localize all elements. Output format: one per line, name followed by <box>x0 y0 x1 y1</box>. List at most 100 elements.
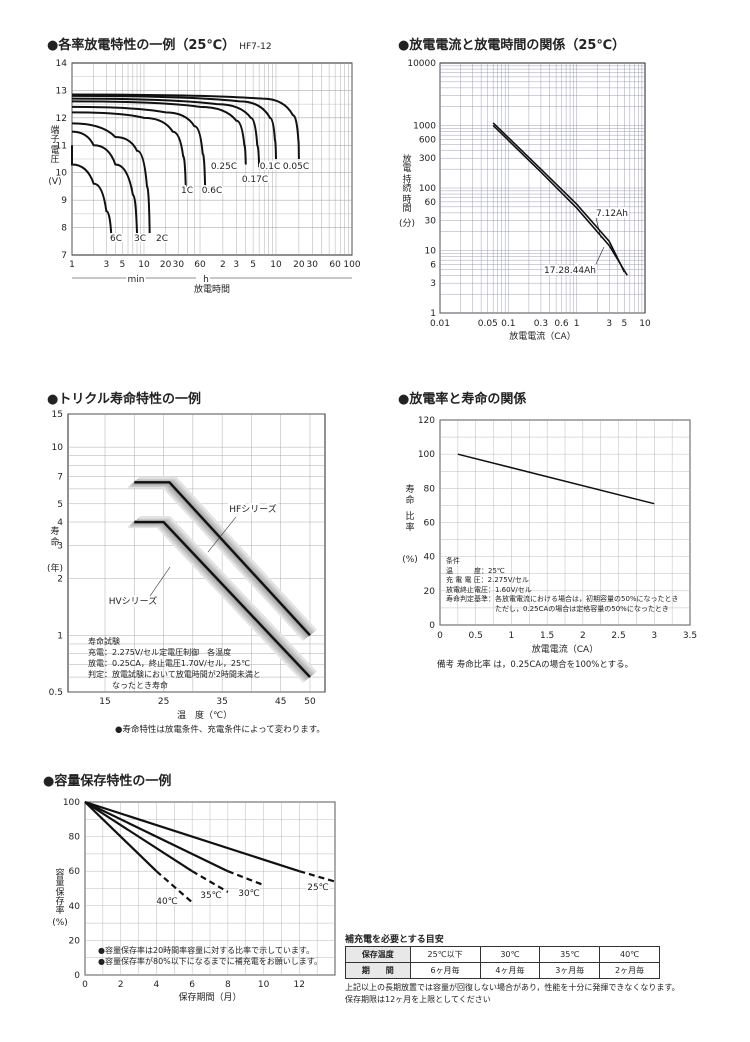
x-tick-label: 2 <box>580 631 586 641</box>
x-tick-label: 3.5 <box>683 631 697 641</box>
x-tick-label: 50 <box>304 697 316 707</box>
discharge-curve-3C <box>71 130 139 234</box>
table-cell: 6ヶ月毎 <box>409 962 481 979</box>
y-axis-title: 放 <box>402 153 411 165</box>
y-tick-label: 80 <box>424 484 436 494</box>
table-cell: 2ヶ月毎 <box>599 962 660 979</box>
x-tick-label: 0.01 <box>430 319 450 329</box>
life-band-line <box>128 525 305 683</box>
x-tick-label: 15 <box>99 697 110 707</box>
y-axis-title: 寿 <box>405 483 414 495</box>
y-tick-label: 80 <box>69 833 81 843</box>
y-tick-label: 11 <box>56 141 67 151</box>
x-tick-label: 4 <box>154 980 160 990</box>
life-band-line <box>138 477 316 633</box>
table-cell: 25℃以下 <box>409 946 481 963</box>
discharge-curve-0.17C <box>71 97 261 168</box>
discharge-curve-0.1C <box>71 94 277 160</box>
x-tick-label: 35 <box>216 697 227 707</box>
legend-leader <box>149 566 171 597</box>
curve-label: 3C <box>134 234 146 244</box>
x-tick-label: 30 <box>307 260 319 270</box>
y-tick-label: 100 <box>418 450 435 460</box>
x-tick-label: 6 <box>189 980 195 990</box>
y-tick-label: 0.5 <box>49 688 63 698</box>
chart3-title: ●トリクル寿命特性の一例 <box>47 392 201 407</box>
discharge-curve-1C <box>71 111 187 187</box>
y-axis-title: 電 <box>402 163 411 174</box>
y-axis-title: (%) <box>402 555 418 565</box>
y-tick-label: 120 <box>418 416 435 426</box>
x-axis-title: 温 度（℃） <box>177 709 232 721</box>
y-axis-title: 命 <box>405 494 414 506</box>
y-tick-label: 100 <box>63 798 80 808</box>
x-axis-title: 放電時間 <box>194 283 230 295</box>
table-cell: 35℃ <box>539 946 601 963</box>
curve-label: 0.05C <box>283 162 309 172</box>
series-line-25℃ <box>84 800 300 873</box>
x-tick-label: 60 <box>329 260 341 270</box>
series-line-HFシリーズ <box>134 481 311 637</box>
y-axis-title: (%) <box>52 918 68 928</box>
y-axis-title: 量 <box>55 877 64 888</box>
trickle-test-note: 寿命試験 充電：2.275V/セル定電圧制御 各温度 放電：0.25CA，終止電圧1… <box>88 637 261 690</box>
x-tick-label: 1.5 <box>540 631 554 641</box>
life-band-line <box>136 479 314 635</box>
y-tick-label: 10000 <box>407 59 436 69</box>
y-tick-label: 14 <box>56 59 68 69</box>
life-band-line <box>130 484 307 640</box>
y-tick-label: 15 <box>52 410 63 420</box>
y-tick-label: 60 <box>425 198 437 208</box>
y-axis-title: 持 <box>402 173 411 185</box>
recharge-table: 保存温度 25℃以下 30℃ 35℃ 40℃ 期 間 6ヶ月毎 4ヶ月毎 3ヶ月… <box>345 946 660 979</box>
y-axis-title: 続 <box>402 182 411 194</box>
life-band-line <box>131 483 309 639</box>
x-tick-label: 8 <box>225 980 231 990</box>
series-dash-25℃ <box>298 870 336 883</box>
table-cell: 40℃ <box>599 946 660 963</box>
x-tick-label: 3 <box>606 319 612 329</box>
y-axis-title: (年) <box>47 562 63 574</box>
life-band-line <box>130 524 307 682</box>
x-tick-label: 0.6 <box>554 319 569 329</box>
curve-label: 1C <box>181 186 193 196</box>
x-tick-label: 45 <box>275 697 286 707</box>
y-tick-label: 30 <box>425 217 437 227</box>
curve-label: 0.1C <box>260 162 281 172</box>
series-line-17.28.44Ah <box>492 124 628 276</box>
y-axis-title: 時 <box>402 194 411 205</box>
curve-label: 2C <box>156 234 168 244</box>
x-tick-label: 0 <box>437 631 443 641</box>
life-band-line <box>128 485 305 641</box>
y-axis-title: 比 <box>405 510 414 522</box>
y-tick-label: 2 <box>57 575 63 585</box>
y-axis-title: 圧 <box>50 154 59 165</box>
annotation-leader <box>595 246 605 265</box>
discharge-curve-6C <box>71 145 113 234</box>
x-tick-label: 0 <box>82 980 88 990</box>
y-axis-title: 間 <box>402 203 411 214</box>
x-axis-title: 放電電流（CA） <box>509 330 575 342</box>
discharge-curve-2C <box>71 122 151 234</box>
curve-label: 0.17C <box>242 175 268 185</box>
x-tick-label: 10 <box>138 260 150 270</box>
table-row: 保存温度 25℃以下 30℃ 35℃ 40℃ <box>345 946 660 963</box>
y-axis-title: (V) <box>48 177 61 187</box>
legend-leader <box>207 516 237 553</box>
chart2-title: ●放電電流と放電時間の関係（25℃） <box>398 38 626 53</box>
x-tick-label: 1 <box>69 260 75 270</box>
y-tick-label: 9 <box>61 196 67 206</box>
x-tick-label: 5 <box>622 319 628 329</box>
x-tick-label: 5 <box>119 260 125 270</box>
life-band-line <box>138 517 316 675</box>
rate-condition-note: 条件温 度：25℃ 充 電 電 圧：2.275V/セル 放電終止電圧：1.60V/セ… <box>446 557 679 613</box>
series-line-HVシリーズ <box>134 520 311 678</box>
y-tick-label: 40 <box>424 553 436 563</box>
y-axis-title: 保 <box>55 886 64 898</box>
legend-label: HVシリーズ <box>109 595 157 607</box>
y-tick-label: 1 <box>57 631 63 641</box>
y-axis-title: 率 <box>55 904 64 916</box>
y-tick-label: 10 <box>56 169 68 179</box>
x-tick-label: 20 <box>293 260 305 270</box>
life-band-line <box>140 515 317 674</box>
